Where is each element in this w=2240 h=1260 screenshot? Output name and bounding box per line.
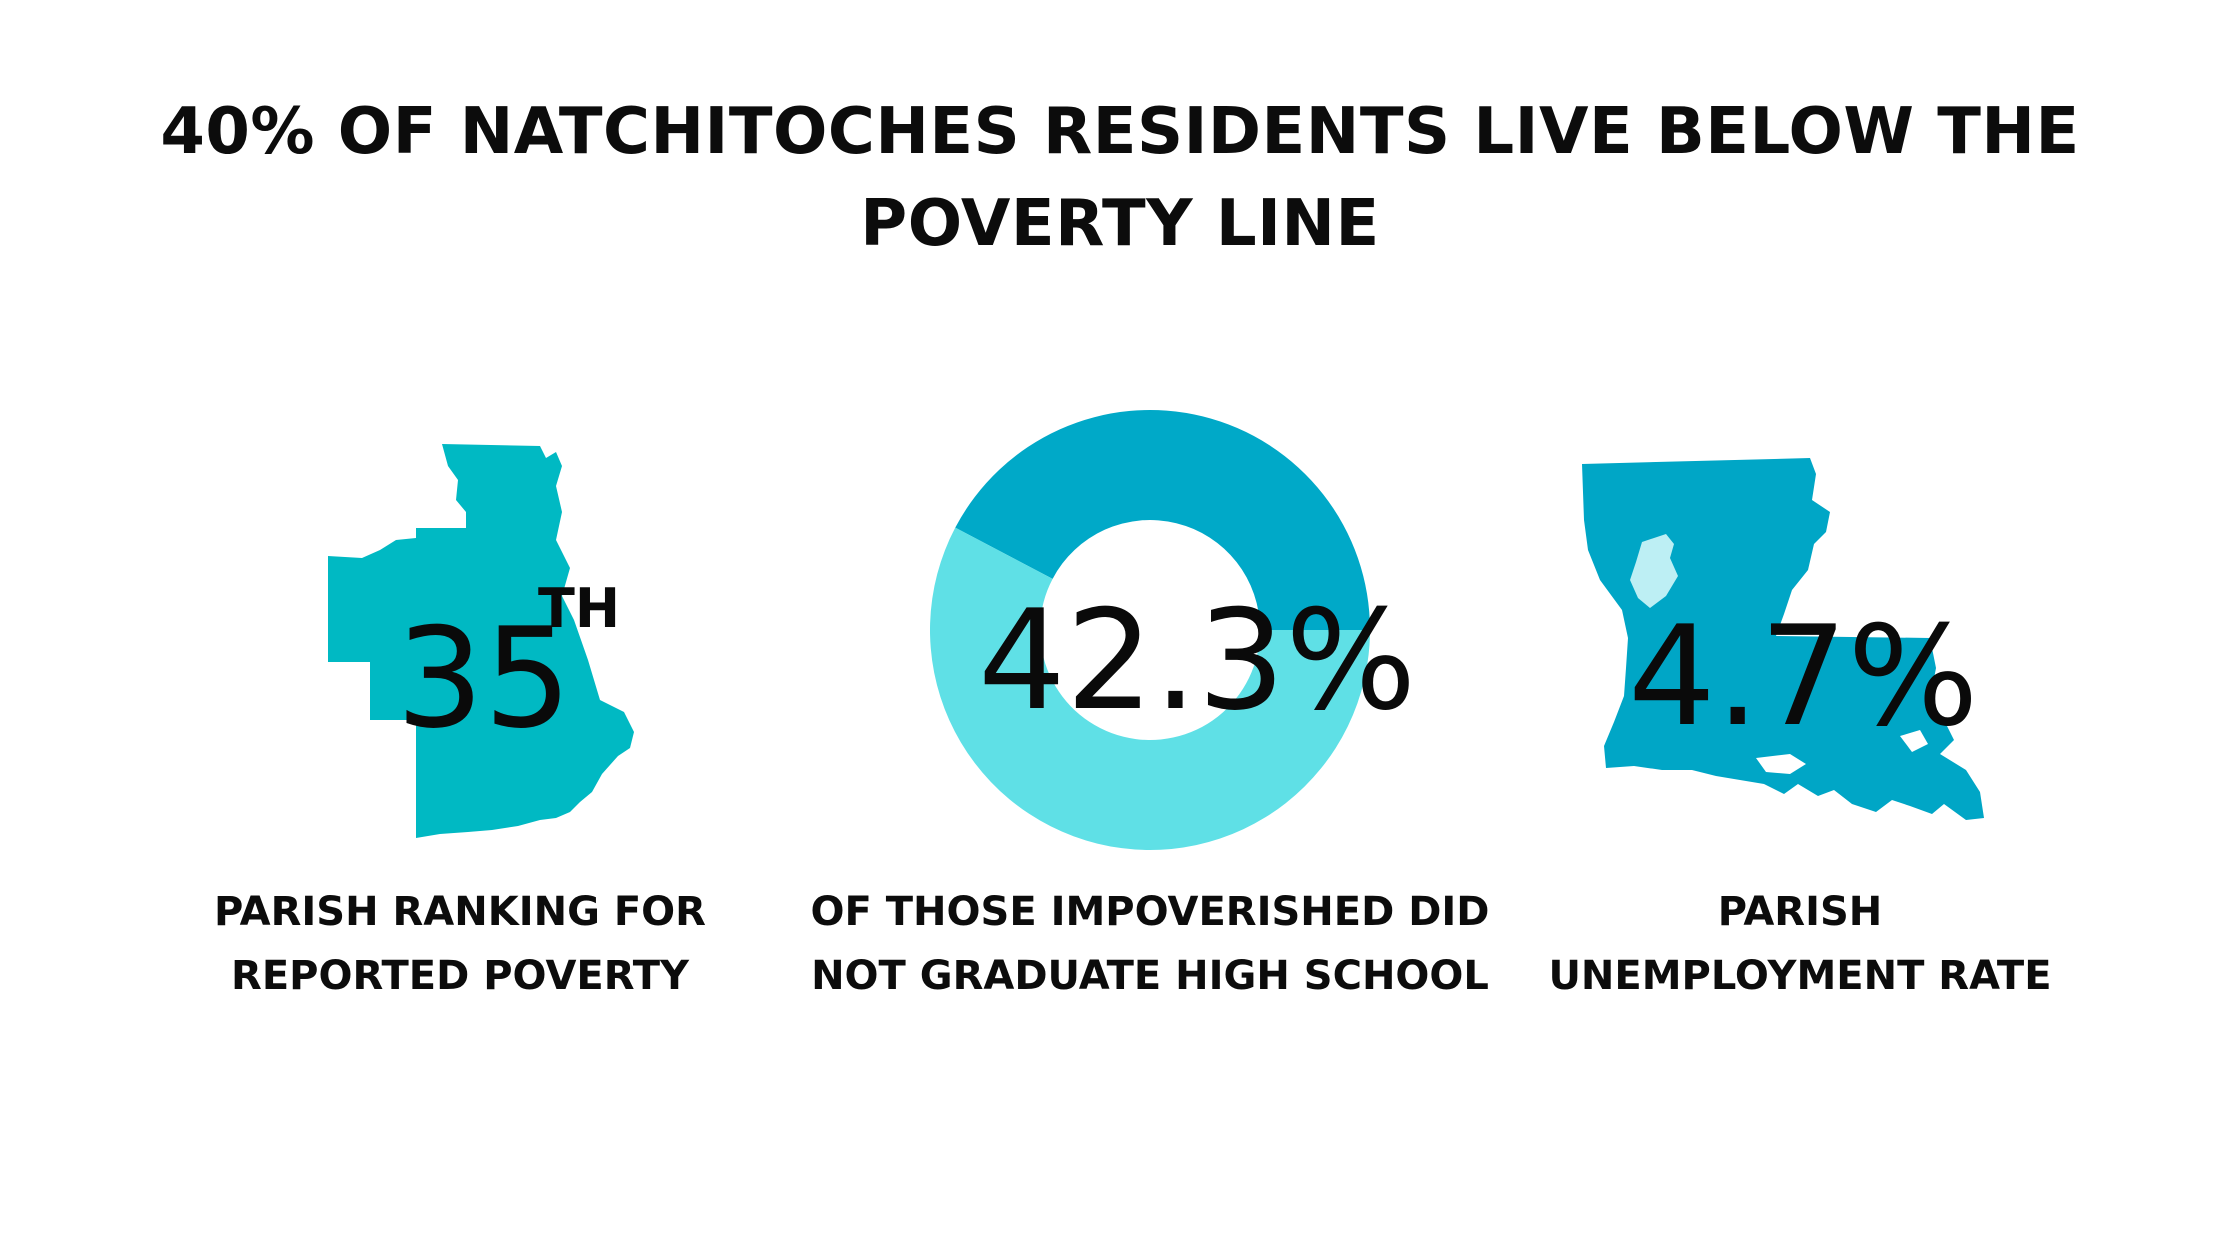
title-line-1: 40% OF NATCHITOCHES RESIDENTS LIVE BELOW… bbox=[160, 95, 2080, 169]
title-line-2: POVERTY LINE bbox=[860, 187, 1380, 261]
ordinal-suffix: TH bbox=[538, 577, 621, 640]
stat-no-high-school: 42.3% OF THOSE IMPOVERISHED DID NOT GRAD… bbox=[810, 400, 1490, 1000]
unemployment-value: 4.7% bbox=[1628, 596, 1979, 757]
donut-slice-did-not-graduate bbox=[955, 410, 1370, 630]
donut-chart bbox=[929, 410, 1370, 850]
parish-ranking-value: 35 TH bbox=[396, 577, 621, 759]
no-high-school-caption: OF THOSE IMPOVERISHED DID NOT GRADUATE H… bbox=[810, 889, 1490, 999]
donut-slice-other bbox=[929, 527, 1370, 850]
page-title: 40% OF NATCHITOCHES RESIDENTS LIVE BELOW… bbox=[120, 86, 2120, 270]
no-high-school-value: 42.3% bbox=[978, 580, 1417, 741]
stat-parish-ranking: 35 TH PARISH RANKING FOR REPORTED POVERTY bbox=[200, 400, 720, 1000]
unemployment-caption: PARISH UNEMPLOYMENT RATE bbox=[1548, 889, 2052, 999]
stat-unemployment: 4.7% PARISH UNEMPLOYMENT RATE bbox=[1540, 400, 2060, 1000]
natchitoches-parish-map-icon bbox=[328, 444, 634, 838]
parish-ranking-caption: PARISH RANKING FOR REPORTED POVERTY bbox=[214, 889, 706, 999]
louisiana-state-map-icon bbox=[1582, 458, 1984, 820]
